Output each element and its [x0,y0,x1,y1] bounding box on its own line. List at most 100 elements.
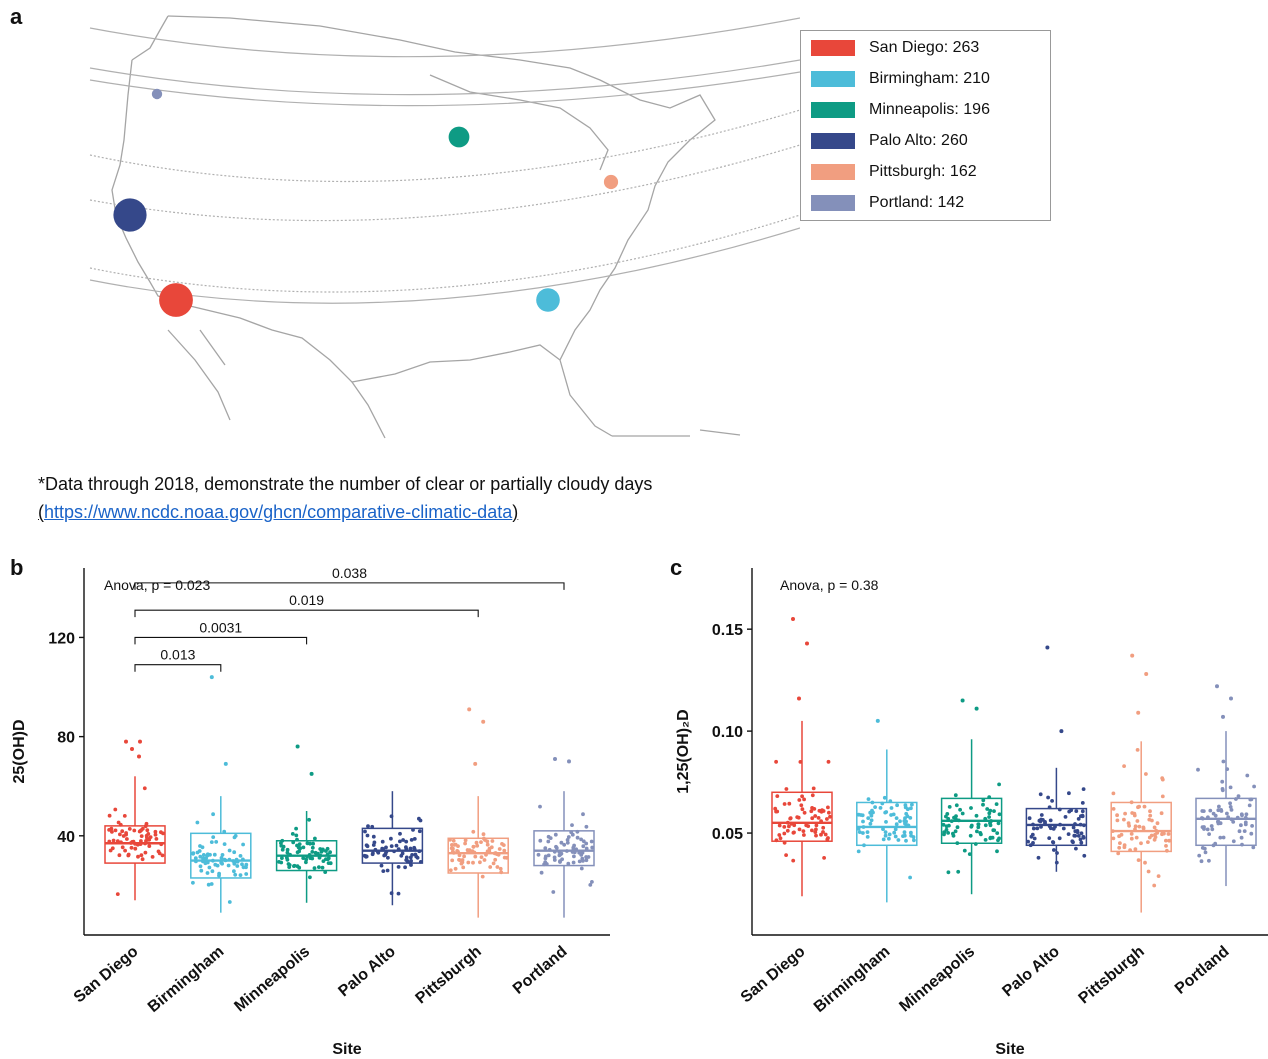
map-dot-palo-alto [113,198,147,232]
jitter-point [207,865,212,870]
jitter-point [308,875,312,880]
map-dot-minneapolis [448,126,470,148]
jitter-point [947,805,952,809]
jitter-point [811,786,816,791]
jitter-point [1216,821,1221,826]
footnote-link[interactable]: https://www.ncdc.noaa.gov/ghcn/comparati… [44,502,513,522]
jitter-point [581,812,585,817]
jitter-point [1048,818,1053,823]
jitter-point [825,817,829,821]
jitter-point [546,853,551,858]
jitter-point [1152,883,1157,888]
x-tick-label: Pittsburgh [413,943,485,1007]
jitter-point [791,858,796,863]
jitter-point [1129,832,1134,836]
jitter-point [457,858,462,862]
jitter-point [233,872,238,877]
jitter-point [139,828,144,832]
jitter-point [1133,847,1138,852]
outlier-point [1144,672,1149,677]
jitter-point [1117,834,1121,839]
jitter-point [1221,835,1226,840]
jitter-point [1164,844,1168,848]
jitter-point [1079,840,1084,845]
jitter-point [543,856,548,861]
outlier-point [1221,714,1225,719]
jitter-point [1148,809,1152,814]
jitter-point [828,814,832,819]
jitter-point [903,803,908,807]
jitter-point [969,823,974,828]
jitter-point [1237,829,1242,834]
jitter-point [1078,837,1083,842]
jitter-point [554,846,559,850]
jitter-point [782,825,787,829]
jitter-points [773,759,832,863]
jitter-point [985,807,990,811]
jitter-point [311,841,315,846]
outlier-point [130,747,134,752]
jitter-point [485,842,490,847]
jitter-point [471,860,475,865]
jitter-point [777,833,782,837]
jitter-point [1071,825,1076,830]
jitter-point [1038,792,1043,797]
jitter-point [405,859,410,863]
jitter-point [301,856,306,860]
jitter-point [364,854,369,859]
jitter-point [365,833,370,838]
jitter-point [414,854,419,859]
jitter-point [1201,809,1206,813]
jitter-point [145,835,149,840]
jitter-point [584,858,589,863]
jitter-point [220,861,225,866]
footnote-text: *Data through 2018, demonstrate the numb… [38,474,653,494]
x-tick-label: Birmingham [145,943,227,1016]
footnote: *Data through 2018, demonstrate the numb… [38,470,652,526]
jitter-point [784,787,789,791]
jitter-point [290,832,295,836]
bracket-pvalue: 0.0031 [199,619,242,635]
jitter-point [570,823,574,827]
jitter-point [313,850,318,855]
jitter-point [814,833,818,838]
jitter-point [324,857,328,861]
jitter-point [285,857,290,862]
jitter-point [954,814,958,818]
outlier-point [974,706,979,711]
jitter-point [1152,825,1157,830]
jitter-point [491,861,496,866]
jitter-point [969,806,973,810]
jitter-point [1216,808,1221,813]
jitter-points [277,817,333,880]
jitter-point [1221,759,1226,764]
jitter-point [1035,826,1040,831]
legend-item: Minneapolis: 196 [811,99,990,121]
jitter-point [209,882,214,886]
jitter-point [942,830,947,835]
jitter-point [127,827,132,831]
jitter-point [208,852,212,857]
jitter-point [153,829,158,834]
jitter-point [295,850,300,855]
jitter-point [909,830,913,835]
jitter-point [827,810,831,815]
jitter-point [1027,816,1032,821]
legend-swatch [811,133,855,149]
jitter-point [1074,846,1078,851]
jitter-point [1236,794,1241,798]
jitter-point [287,863,292,867]
jitter-point [1081,787,1086,791]
jitter-point [792,823,797,828]
jitter-point [778,836,783,841]
jitter-points [107,786,165,896]
jitter-point [1079,831,1084,836]
outlier-point [805,641,809,646]
jitter-point [905,807,910,812]
jitter-point [565,838,570,842]
jitter-point [975,829,979,834]
jitter-point [317,865,321,869]
jitter-point [1164,838,1168,843]
jitter-point [1209,824,1214,828]
jitter-point [1225,811,1229,816]
